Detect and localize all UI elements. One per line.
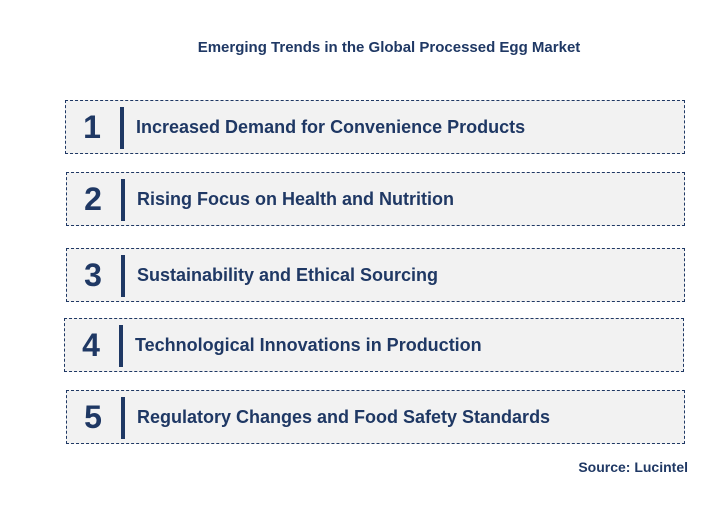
trend-label: Rising Focus on Health and Nutrition: [137, 188, 454, 209]
trend-label: Regulatory Changes and Food Safety Stand…: [137, 406, 551, 427]
trend-number: 4: [82, 326, 100, 363]
source-note: Source: Lucintel: [578, 459, 688, 475]
trend-divider: [121, 179, 125, 221]
trend-number: 1: [83, 108, 101, 145]
trend-item-5: 5 Regulatory Changes and Food Safety Sta…: [66, 390, 685, 444]
trend-number: 2: [84, 180, 102, 217]
trend-label: Technological Innovations in Production: [135, 334, 482, 355]
trend-item-4: 4 Technological Innovations in Productio…: [64, 318, 684, 372]
trend-divider: [119, 325, 123, 367]
trend-divider: [121, 397, 125, 439]
trend-number: 3: [84, 256, 102, 293]
trend-item-1: 1 Increased Demand for Convenience Produ…: [65, 100, 685, 154]
trend-label: Increased Demand for Convenience Product…: [136, 116, 526, 137]
trend-divider: [120, 107, 124, 149]
trend-item-2: 2 Rising Focus on Health and Nutrition: [66, 172, 685, 226]
trend-divider: [121, 255, 125, 297]
diagram-title: Emerging Trends in the Global Processed …: [197, 39, 581, 56]
trend-number: 5: [84, 398, 102, 435]
trend-item-3: 3 Sustainability and Ethical Sourcing: [66, 248, 685, 302]
trend-label: Sustainability and Ethical Sourcing: [137, 264, 439, 285]
